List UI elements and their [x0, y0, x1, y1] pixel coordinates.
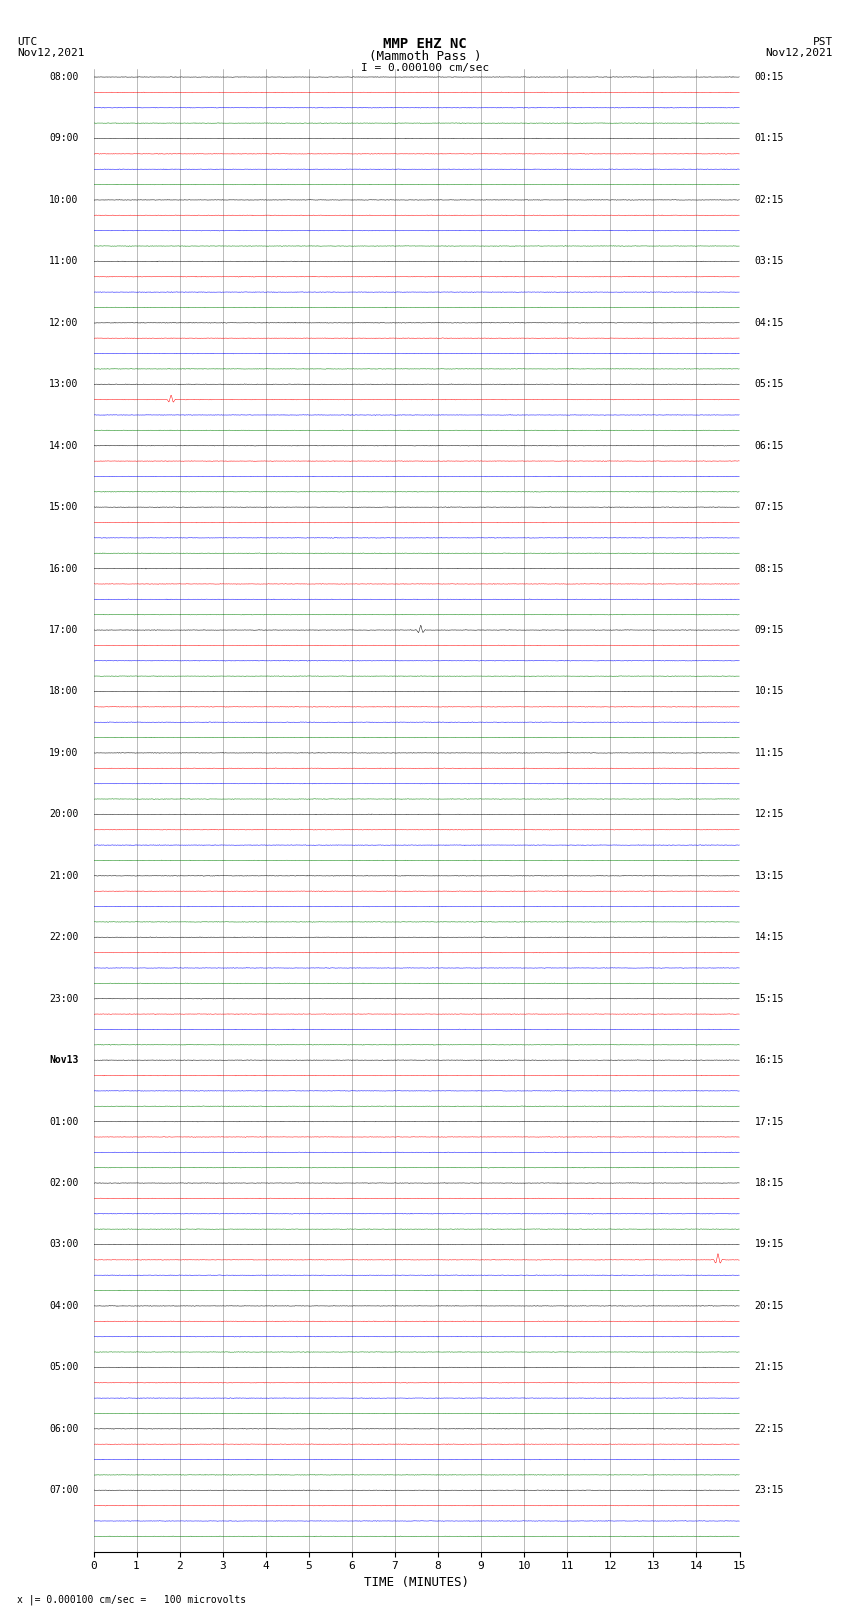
Text: 02:15: 02:15	[755, 195, 784, 205]
Text: 18:15: 18:15	[755, 1177, 784, 1189]
Text: 13:15: 13:15	[755, 871, 784, 881]
Text: 16:00: 16:00	[49, 563, 78, 574]
Text: 07:00: 07:00	[49, 1486, 78, 1495]
Text: 04:15: 04:15	[755, 318, 784, 327]
Text: 01:00: 01:00	[49, 1116, 78, 1126]
Text: 14:00: 14:00	[49, 440, 78, 450]
Text: 15:00: 15:00	[49, 502, 78, 513]
Text: 09:00: 09:00	[49, 134, 78, 144]
Text: 12:15: 12:15	[755, 810, 784, 819]
Text: 03:15: 03:15	[755, 256, 784, 266]
Text: 15:15: 15:15	[755, 994, 784, 1003]
Text: 23:15: 23:15	[755, 1486, 784, 1495]
Text: 11:00: 11:00	[49, 256, 78, 266]
Text: 12:00: 12:00	[49, 318, 78, 327]
Text: 08:00: 08:00	[49, 73, 78, 82]
Text: UTC: UTC	[17, 37, 37, 47]
Text: 05:15: 05:15	[755, 379, 784, 389]
Text: Nov12,2021: Nov12,2021	[766, 48, 833, 58]
Text: 07:15: 07:15	[755, 502, 784, 513]
Text: 21:00: 21:00	[49, 871, 78, 881]
Text: 19:00: 19:00	[49, 748, 78, 758]
Text: 11:15: 11:15	[755, 748, 784, 758]
Text: 17:00: 17:00	[49, 626, 78, 636]
Text: 08:15: 08:15	[755, 563, 784, 574]
X-axis label: TIME (MINUTES): TIME (MINUTES)	[364, 1576, 469, 1589]
Text: 05:00: 05:00	[49, 1363, 78, 1373]
Text: 22:00: 22:00	[49, 932, 78, 942]
Text: 20:00: 20:00	[49, 810, 78, 819]
Text: PST: PST	[813, 37, 833, 47]
Text: Nov12,2021: Nov12,2021	[17, 48, 84, 58]
Text: 04:00: 04:00	[49, 1302, 78, 1311]
Text: 17:15: 17:15	[755, 1116, 784, 1126]
Text: 06:00: 06:00	[49, 1424, 78, 1434]
Text: x |= 0.000100 cm/sec =   100 microvolts: x |= 0.000100 cm/sec = 100 microvolts	[17, 1594, 246, 1605]
Text: 23:00: 23:00	[49, 994, 78, 1003]
Text: MMP EHZ NC: MMP EHZ NC	[383, 37, 467, 52]
Text: 10:15: 10:15	[755, 687, 784, 697]
Text: 18:00: 18:00	[49, 687, 78, 697]
Text: 02:00: 02:00	[49, 1177, 78, 1189]
Text: 10:00: 10:00	[49, 195, 78, 205]
Text: 09:15: 09:15	[755, 626, 784, 636]
Text: 03:00: 03:00	[49, 1239, 78, 1250]
Text: 22:15: 22:15	[755, 1424, 784, 1434]
Text: 06:15: 06:15	[755, 440, 784, 450]
Text: 13:00: 13:00	[49, 379, 78, 389]
Text: (Mammoth Pass ): (Mammoth Pass )	[369, 50, 481, 63]
Text: 21:15: 21:15	[755, 1363, 784, 1373]
Text: 20:15: 20:15	[755, 1302, 784, 1311]
Text: Nov13: Nov13	[49, 1055, 78, 1065]
Text: 00:15: 00:15	[755, 73, 784, 82]
Text: 16:15: 16:15	[755, 1055, 784, 1065]
Text: 01:15: 01:15	[755, 134, 784, 144]
Text: 19:15: 19:15	[755, 1239, 784, 1250]
Text: I = 0.000100 cm/sec: I = 0.000100 cm/sec	[361, 63, 489, 73]
Text: 14:15: 14:15	[755, 932, 784, 942]
